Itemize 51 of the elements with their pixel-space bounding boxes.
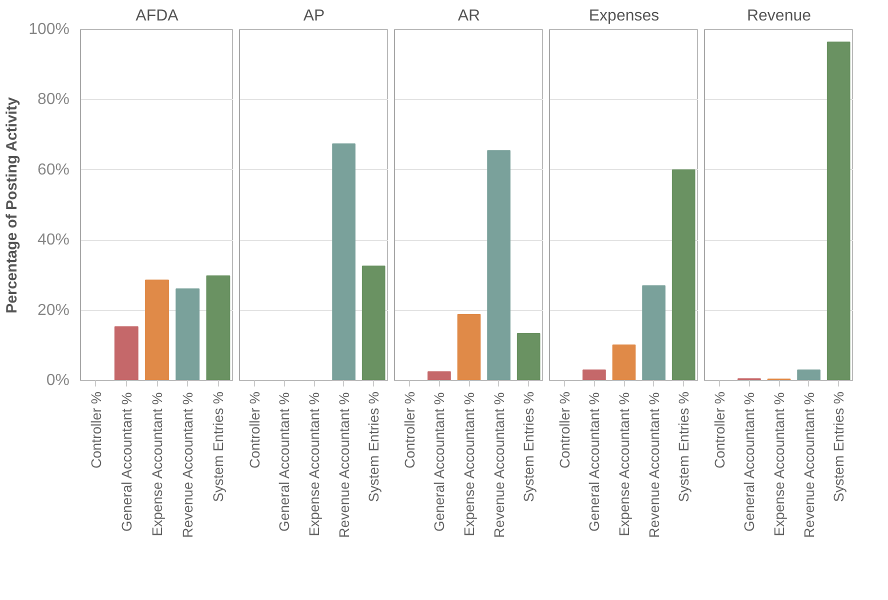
- x-tick-label: Revenue Accountant %: [490, 392, 507, 538]
- x-tick-label: Controller %: [711, 391, 728, 469]
- x-tick-label: System Entries %: [676, 391, 692, 502]
- x-tick-label: General Accountant %: [586, 392, 602, 532]
- x-tick-label: Revenue Accountant %: [646, 392, 662, 538]
- x-tick-label: General Accountant %: [431, 392, 448, 532]
- bar: [826, 42, 850, 380]
- bar: [797, 369, 820, 380]
- bar: [145, 280, 169, 380]
- x-tick-label: General Accountant %: [118, 392, 134, 532]
- bar: [582, 369, 606, 380]
- y-tick-label: 100%: [28, 21, 70, 38]
- x-tick-label: Controller %: [556, 391, 572, 469]
- x-tick-label: System Entries %: [520, 391, 537, 502]
- x-tick-label: Controller %: [246, 391, 262, 469]
- y-tick-label: 20%: [37, 302, 70, 319]
- y-tick-label: 60%: [37, 161, 70, 178]
- chart-title: Expenses: [588, 8, 660, 24]
- x-tick-label: Expense Accountant %: [149, 392, 165, 536]
- y-tick-label: 80%: [37, 91, 70, 108]
- chart-title: AR: [458, 8, 480, 24]
- bar: [457, 314, 481, 380]
- x-tick-label: Expense Accountant %: [306, 392, 322, 536]
- bar: [114, 326, 138, 380]
- chart-title: Revenue: [746, 8, 812, 24]
- y-tick-label: 0%: [46, 372, 70, 389]
- x-tick-label: Revenue Accountant %: [180, 392, 196, 538]
- x-tick-label: General Accountant %: [276, 392, 292, 532]
- bar: [612, 344, 636, 380]
- bar: [206, 275, 230, 380]
- x-tick-label: Expense Accountant %: [771, 392, 787, 536]
- x-tick-label: Controller %: [88, 391, 104, 469]
- x-tick-label: Expense Accountant %: [461, 392, 477, 536]
- x-tick-label: Expense Accountant %: [616, 392, 632, 536]
- chart-title: AFDA: [136, 8, 179, 24]
- bar: [176, 288, 200, 380]
- chart-title: AP: [303, 8, 325, 24]
- x-tick-label: System Entries %: [210, 391, 226, 502]
- bar: [672, 169, 696, 380]
- x-tick-label: Revenue Accountant %: [800, 392, 817, 538]
- x-tick-label: General Accountant %: [741, 392, 758, 532]
- x-tick-label: Controller %: [401, 391, 418, 469]
- bar: [516, 332, 540, 380]
- y-axis-title: Percentage of Posting Activity: [4, 96, 21, 314]
- x-tick-label: Revenue Accountant %: [336, 392, 352, 538]
- x-tick-label: System Entries %: [830, 391, 847, 502]
- y-tick-label: 40%: [37, 232, 70, 249]
- bar: [642, 285, 666, 380]
- bar: [487, 150, 510, 380]
- x-tick-label: System Entries %: [366, 391, 382, 502]
- bar: [428, 371, 451, 380]
